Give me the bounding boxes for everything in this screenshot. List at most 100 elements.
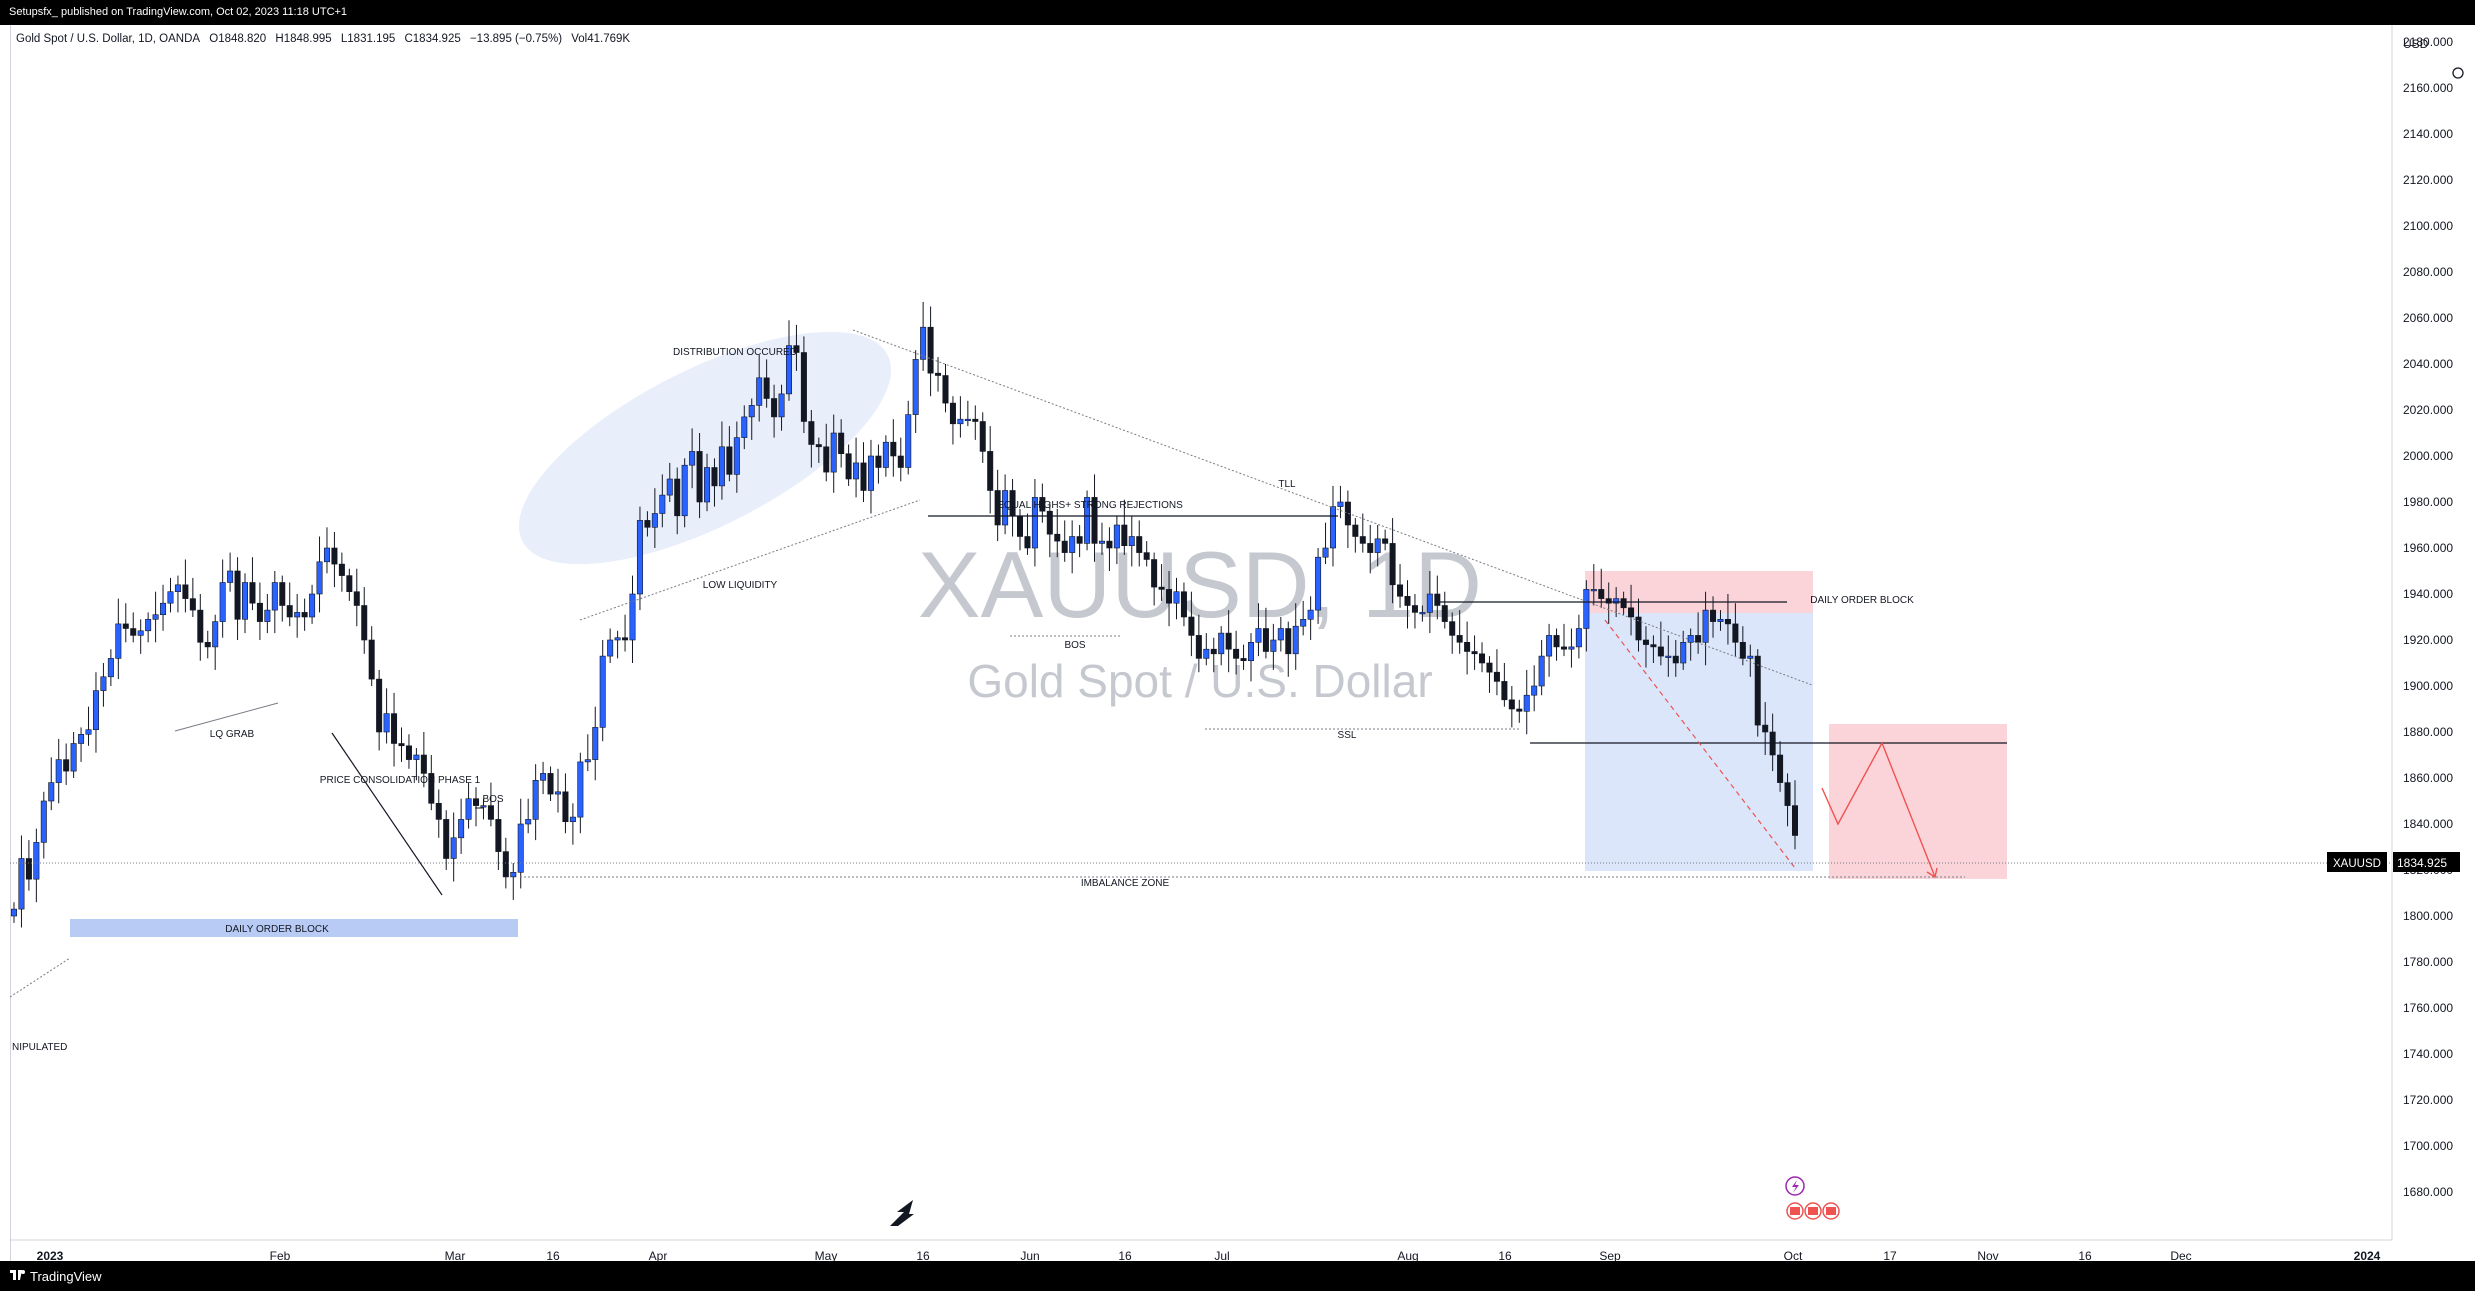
bullish-candle — [905, 414, 912, 468]
footer-brand[interactable]: TradingView — [30, 1269, 102, 1284]
bearish-candle — [860, 462, 867, 491]
bullish-candle — [1374, 538, 1381, 553]
bearish-candle — [1240, 658, 1247, 662]
bearish-candle — [1732, 623, 1739, 643]
bullish-candle — [160, 602, 167, 616]
price-tick-label: 1680.000 — [2403, 1185, 2453, 1199]
bullish-candle — [1173, 591, 1180, 604]
symbol-name[interactable]: Gold Spot / U.S. Dollar, 1D, OANDA — [16, 33, 201, 45]
bullish-candle — [18, 858, 25, 910]
bullish-candle — [323, 547, 330, 563]
price-tick-label: 1860.000 — [2403, 771, 2453, 785]
bearish-candle — [1404, 595, 1411, 606]
bearish-candle — [1210, 648, 1217, 655]
bullish-candle — [912, 359, 919, 415]
publish-bar: Setupsfx_ published on TradingView.com, … — [0, 0, 2475, 25]
bullish-candle — [577, 761, 584, 818]
bullish-candle — [666, 478, 673, 496]
bearish-candle — [1762, 724, 1769, 733]
left-border — [10, 25, 11, 1261]
bullish-candle — [1098, 540, 1105, 544]
bearish-candle — [815, 444, 822, 448]
bearish-candle — [1359, 536, 1366, 544]
time-tick-label: May — [815, 1249, 838, 1263]
bearish-candle — [562, 791, 569, 822]
bullish-candle — [1322, 547, 1329, 558]
bullish-candle — [1665, 655, 1672, 658]
bearish-candle — [823, 446, 830, 473]
bullish-candle — [569, 816, 576, 822]
bullish-candle — [1419, 612, 1426, 615]
bullish-candle — [964, 418, 971, 422]
bearish-candle — [949, 402, 956, 425]
bearish-candle — [994, 490, 1001, 526]
bearish-candle — [1158, 586, 1165, 590]
manipulation-line — [9, 957, 71, 998]
bearish-candle — [63, 759, 70, 772]
price-tick-label: 1960.000 — [2403, 541, 2453, 555]
price-tick-label: 2160.000 — [2403, 81, 2453, 95]
time-tick-label: Sep — [1599, 1249, 1621, 1263]
bullish-candle — [1538, 655, 1545, 687]
bearish-candle — [1262, 628, 1269, 652]
bearish-candle — [793, 345, 800, 353]
time-axis[interactable]: 2023 Feb Mar 16 Apr May 16 Jun 16 Jul Aug 16 Sep Oct 1… — [37, 1249, 2381, 1263]
time-tick-label: Feb — [270, 1249, 291, 1263]
bullish-candle — [1717, 618, 1724, 622]
daily-order-block-left — [70, 919, 518, 937]
bullish-candle — [525, 819, 532, 825]
bearish-candle — [1166, 589, 1173, 604]
last-price-symbol-tag — [2327, 852, 2387, 872]
bearish-candle — [763, 377, 770, 399]
bullish-candle — [741, 416, 748, 438]
bullish-candle — [458, 819, 465, 839]
bullish-candle — [1203, 648, 1210, 659]
bearish-candle — [435, 802, 442, 820]
bullish-candle — [1002, 490, 1009, 526]
bullish-candle — [510, 871, 517, 878]
bullish-candle — [957, 418, 964, 425]
bearish-candle — [1382, 538, 1389, 544]
low-liquidity-line — [579, 499, 921, 621]
bullish-candle — [830, 432, 837, 473]
bullish-candle — [853, 462, 860, 480]
bullish-candle — [242, 582, 249, 620]
price-axis[interactable]: 1680.000 1700.000 1720.000 1740.000 1760.000… — [2403, 35, 2453, 1199]
watermark-description: Gold Spot / U.S. Dollar — [967, 655, 1432, 707]
bullish-candle — [554, 791, 561, 795]
annotation-bos-1: BOS — [482, 794, 503, 805]
price-tick-label: 2180.000 — [2403, 35, 2453, 49]
bearish-candle — [495, 819, 502, 852]
bearish-candle — [1605, 598, 1612, 604]
bullish-candle — [1523, 694, 1530, 712]
bearish-candle — [1784, 782, 1791, 806]
bullish-candle — [11, 908, 18, 917]
bearish-candle — [301, 612, 308, 618]
bearish-candle — [1650, 644, 1657, 648]
axis-settings-icon[interactable] — [2452, 67, 2464, 79]
annotation-imbalance: IMBALANCE ZONE — [1081, 878, 1170, 889]
us-flag-icon-1 — [1790, 1207, 1800, 1215]
bullish-candle — [1568, 646, 1575, 650]
bearish-candle — [1456, 635, 1463, 643]
bullish-candle — [1687, 635, 1694, 643]
bearish-candle — [1672, 655, 1679, 664]
bearish-candle — [338, 563, 345, 576]
bullish-candle — [629, 593, 636, 641]
bullish-candle — [152, 614, 159, 620]
bullish-candle — [1315, 556, 1322, 611]
bearish-candle — [391, 713, 398, 744]
price-tick-label: 1900.000 — [2403, 679, 2453, 693]
bullish-candle — [1300, 618, 1307, 627]
bearish-candle — [1344, 501, 1351, 526]
watermark-ticker: XAUUSD, 1D — [918, 532, 1482, 637]
bullish-candle — [227, 570, 234, 583]
bullish-candle — [92, 690, 99, 730]
tll-trendline — [852, 329, 1813, 686]
bearish-candle — [353, 591, 360, 606]
lq-grab-line — [174, 702, 279, 732]
us-flag-icon-2 — [1808, 1207, 1818, 1215]
bearish-candle — [1352, 524, 1359, 537]
time-tick-label: 17 — [1883, 1249, 1897, 1263]
